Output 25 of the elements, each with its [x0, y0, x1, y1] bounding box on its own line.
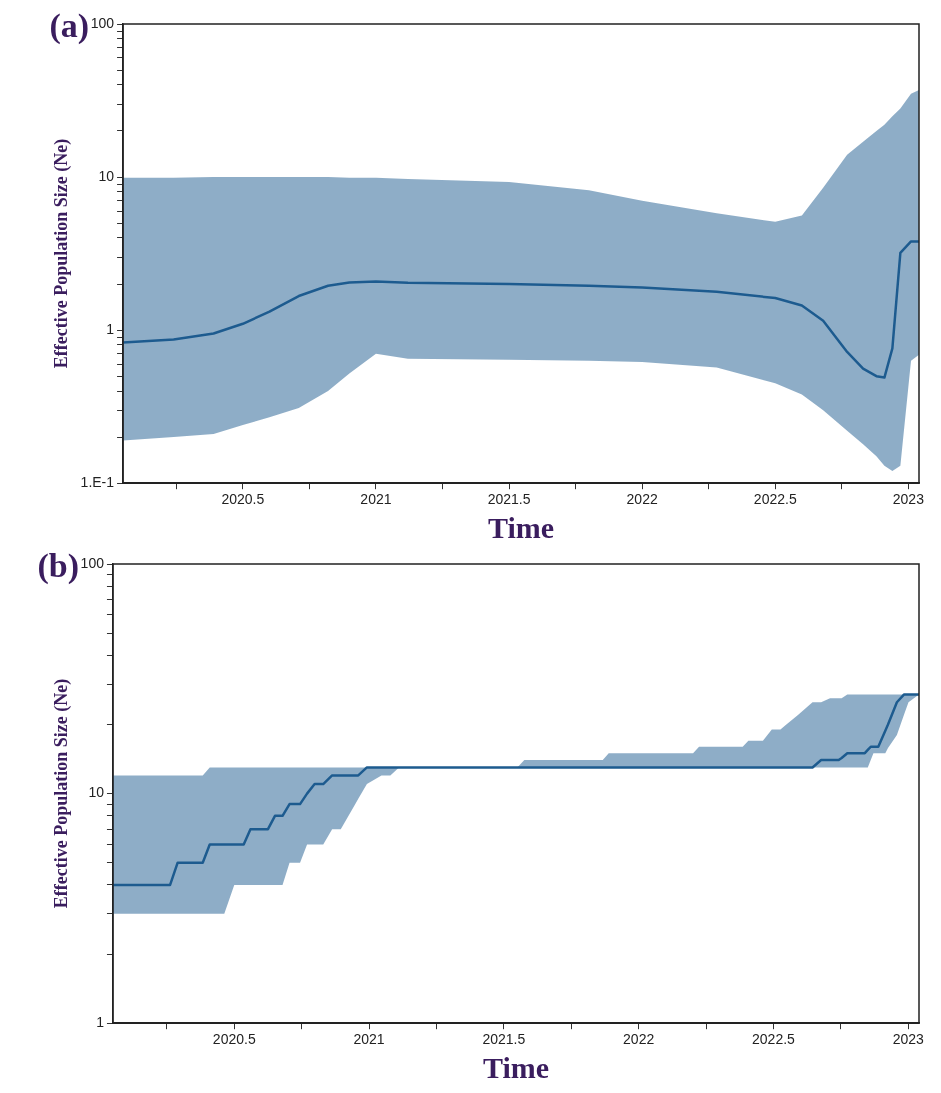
x-tick-label: 2021.5 [487, 491, 531, 508]
y-axis-title: Effective Population Size (Ne) [51, 138, 73, 369]
x-tick-label: 2022.5 [753, 491, 797, 508]
x-tick-label: 2022 [623, 1031, 655, 1048]
chart-title: (a) [49, 6, 90, 45]
chart-title: (b) [37, 546, 79, 585]
y-tick-label: 10 [98, 167, 115, 184]
y-tick-label: 100 [90, 14, 115, 31]
y-tick-label: 100 [80, 554, 105, 571]
x-tick-label: 2022.5 [752, 1031, 796, 1048]
y-tick-label: 1.E-1 [80, 474, 115, 491]
x-tick-label: 2023 [892, 491, 925, 508]
x-tick-label: 2022 [626, 491, 658, 508]
x-tick-label: 2021 [360, 491, 392, 508]
x-tick-label: 2020.5 [221, 491, 265, 508]
x-axis-title: Time [487, 510, 555, 544]
y-axis-title: Effective Population Size (Ne) [51, 678, 73, 909]
x-axis-title: Time [482, 1050, 550, 1084]
y-tick-label: 1 [96, 1014, 105, 1031]
x-tick-label: 2023 [892, 1031, 924, 1048]
y-tick-label: 10 [88, 784, 105, 801]
x-tick-label: 2021.5 [482, 1031, 526, 1048]
x-tick-label: 2020.5 [212, 1031, 256, 1048]
x-tick-label: 2021 [353, 1031, 385, 1048]
y-tick-label: 1 [106, 320, 115, 337]
